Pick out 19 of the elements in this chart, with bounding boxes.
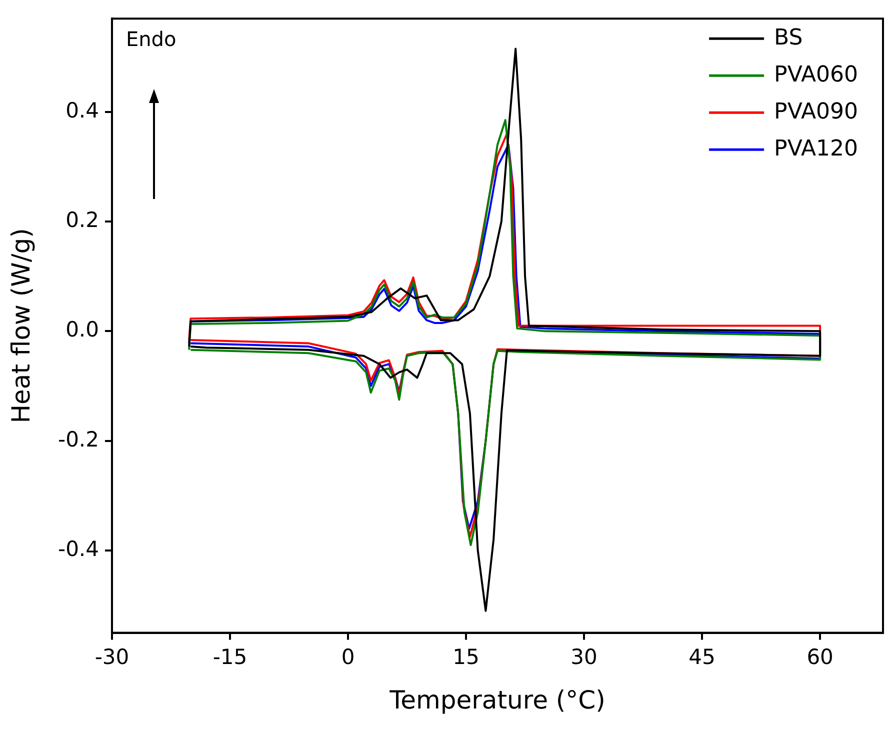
legend-label: PVA120	[774, 136, 858, 162]
y-axis-title: Heat flow (W/g)	[6, 228, 36, 424]
y-tick-label: 0.4	[66, 98, 99, 122]
y-tick-label: -0.4	[58, 536, 99, 561]
annotation: Endo	[126, 26, 176, 51]
legend-label: PVA090	[774, 99, 858, 124]
x-tick-label: 0	[341, 644, 355, 669]
x-tick-label: 15	[452, 644, 480, 669]
legend-label: PVA060	[774, 62, 858, 88]
x-axis-title: Temperature (°C)	[388, 686, 606, 714]
x-tick-label: 60	[806, 644, 834, 669]
legend-label: BS	[774, 25, 803, 50]
y-tick-label: -0.2	[58, 427, 99, 452]
x-tick-label: 30	[570, 644, 598, 669]
x-tick-label: 45	[688, 644, 716, 669]
y-tick-label: 0.0	[66, 318, 99, 342]
x-tick-label: -30	[94, 644, 130, 669]
y-tick-label: 0.2	[66, 208, 99, 232]
x-tick-label: -15	[212, 644, 248, 669]
